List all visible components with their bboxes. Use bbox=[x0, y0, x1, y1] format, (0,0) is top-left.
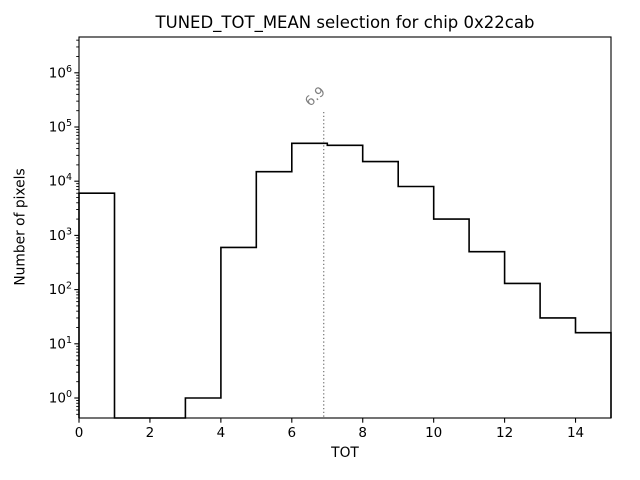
vline-label: 6.9 bbox=[302, 84, 329, 110]
y-tick-label: 100 bbox=[49, 389, 72, 407]
x-tick-label: 6 bbox=[288, 425, 297, 441]
x-tick-label: 8 bbox=[358, 425, 367, 441]
x-tick-label: 14 bbox=[567, 425, 584, 441]
plot-border bbox=[78, 36, 612, 419]
x-tick-label: 2 bbox=[146, 425, 155, 441]
y-tick-label: 101 bbox=[49, 335, 72, 353]
y-tick-label: 105 bbox=[49, 118, 72, 136]
y-tick-label: 104 bbox=[49, 172, 72, 190]
chart-title: TUNED_TOT_MEAN selection for chip 0x22ca… bbox=[155, 13, 535, 32]
x-tick-label: 4 bbox=[217, 425, 226, 441]
x-axis-label: TOT bbox=[331, 445, 359, 461]
x-tick-label: 10 bbox=[425, 425, 442, 441]
x-tick-label: 12 bbox=[496, 425, 513, 441]
y-tick-label: 103 bbox=[49, 226, 72, 244]
plot-area bbox=[78, 112, 612, 419]
x-tick-label: 0 bbox=[75, 425, 84, 441]
histogram-line bbox=[78, 142, 612, 419]
y-tick-label: 102 bbox=[49, 281, 72, 299]
y-tick-label: 106 bbox=[49, 64, 72, 82]
